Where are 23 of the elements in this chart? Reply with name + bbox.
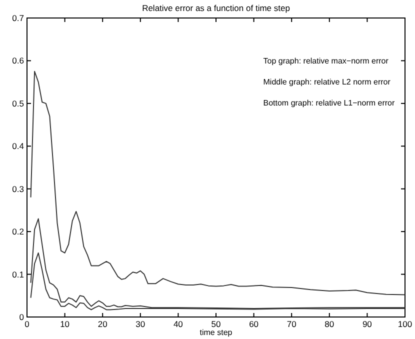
y-tick-label: 0.4	[12, 141, 24, 152]
x-tick-label: 60	[249, 319, 259, 329]
x-tick-label: 50	[211, 319, 221, 329]
annotation: Middle graph: relative L2 norm error	[263, 78, 391, 87]
x-tick-label: 20	[98, 319, 108, 329]
x-axis-title: time step	[200, 328, 233, 337]
chart-title: Relative error as a function of time step	[142, 3, 290, 13]
y-tick-label: 0.5	[12, 98, 24, 108]
x-tick-label: 80	[324, 319, 334, 329]
y-tick-label: 0.2	[12, 226, 24, 237]
y-tick-label: 0.6	[12, 56, 24, 66]
x-tick-label: 90	[362, 319, 372, 329]
x-tick-label: 30	[136, 319, 146, 329]
y-tick-label: 0.7	[12, 13, 24, 23]
y-tick-label: 0.1	[12, 269, 24, 280]
x-tick-label: 100	[398, 319, 412, 329]
x-tick-label: 10	[60, 319, 70, 329]
annotation: Bottom graph: relative L1−norm error	[263, 98, 395, 108]
x-tick-label: 40	[173, 319, 184, 329]
y-tick-label: 0	[19, 312, 24, 322]
y-tick-label: 0.3	[12, 184, 24, 194]
x-tick-label: 70	[286, 319, 297, 329]
annotation: Top graph: relative max−norm error	[263, 56, 389, 66]
